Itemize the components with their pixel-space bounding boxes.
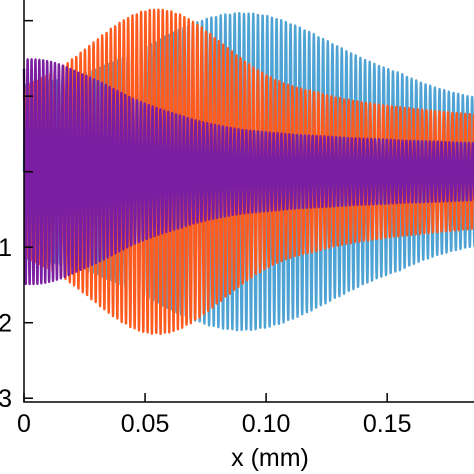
series-line-2 [22, 58, 474, 286]
x-tick-label-0: 0 [17, 410, 31, 438]
series-layer [22, 8, 474, 336]
x-tick-label-2: 0.10 [242, 410, 291, 438]
x-axis-label: x (mm) [231, 444, 309, 472]
y-tick-label-1: 2 [0, 310, 12, 338]
y-tick-label-2: 3 [0, 385, 12, 413]
x-tick-label-3: 0.15 [363, 410, 412, 438]
plot-frame [23, 0, 474, 403]
tick-layer: 0 0.05 0.10 0.15 1 2 3 [0, 19, 412, 438]
y-tick-label-0: 1 [0, 234, 12, 262]
x-tick-label-1: 0.05 [121, 410, 170, 438]
